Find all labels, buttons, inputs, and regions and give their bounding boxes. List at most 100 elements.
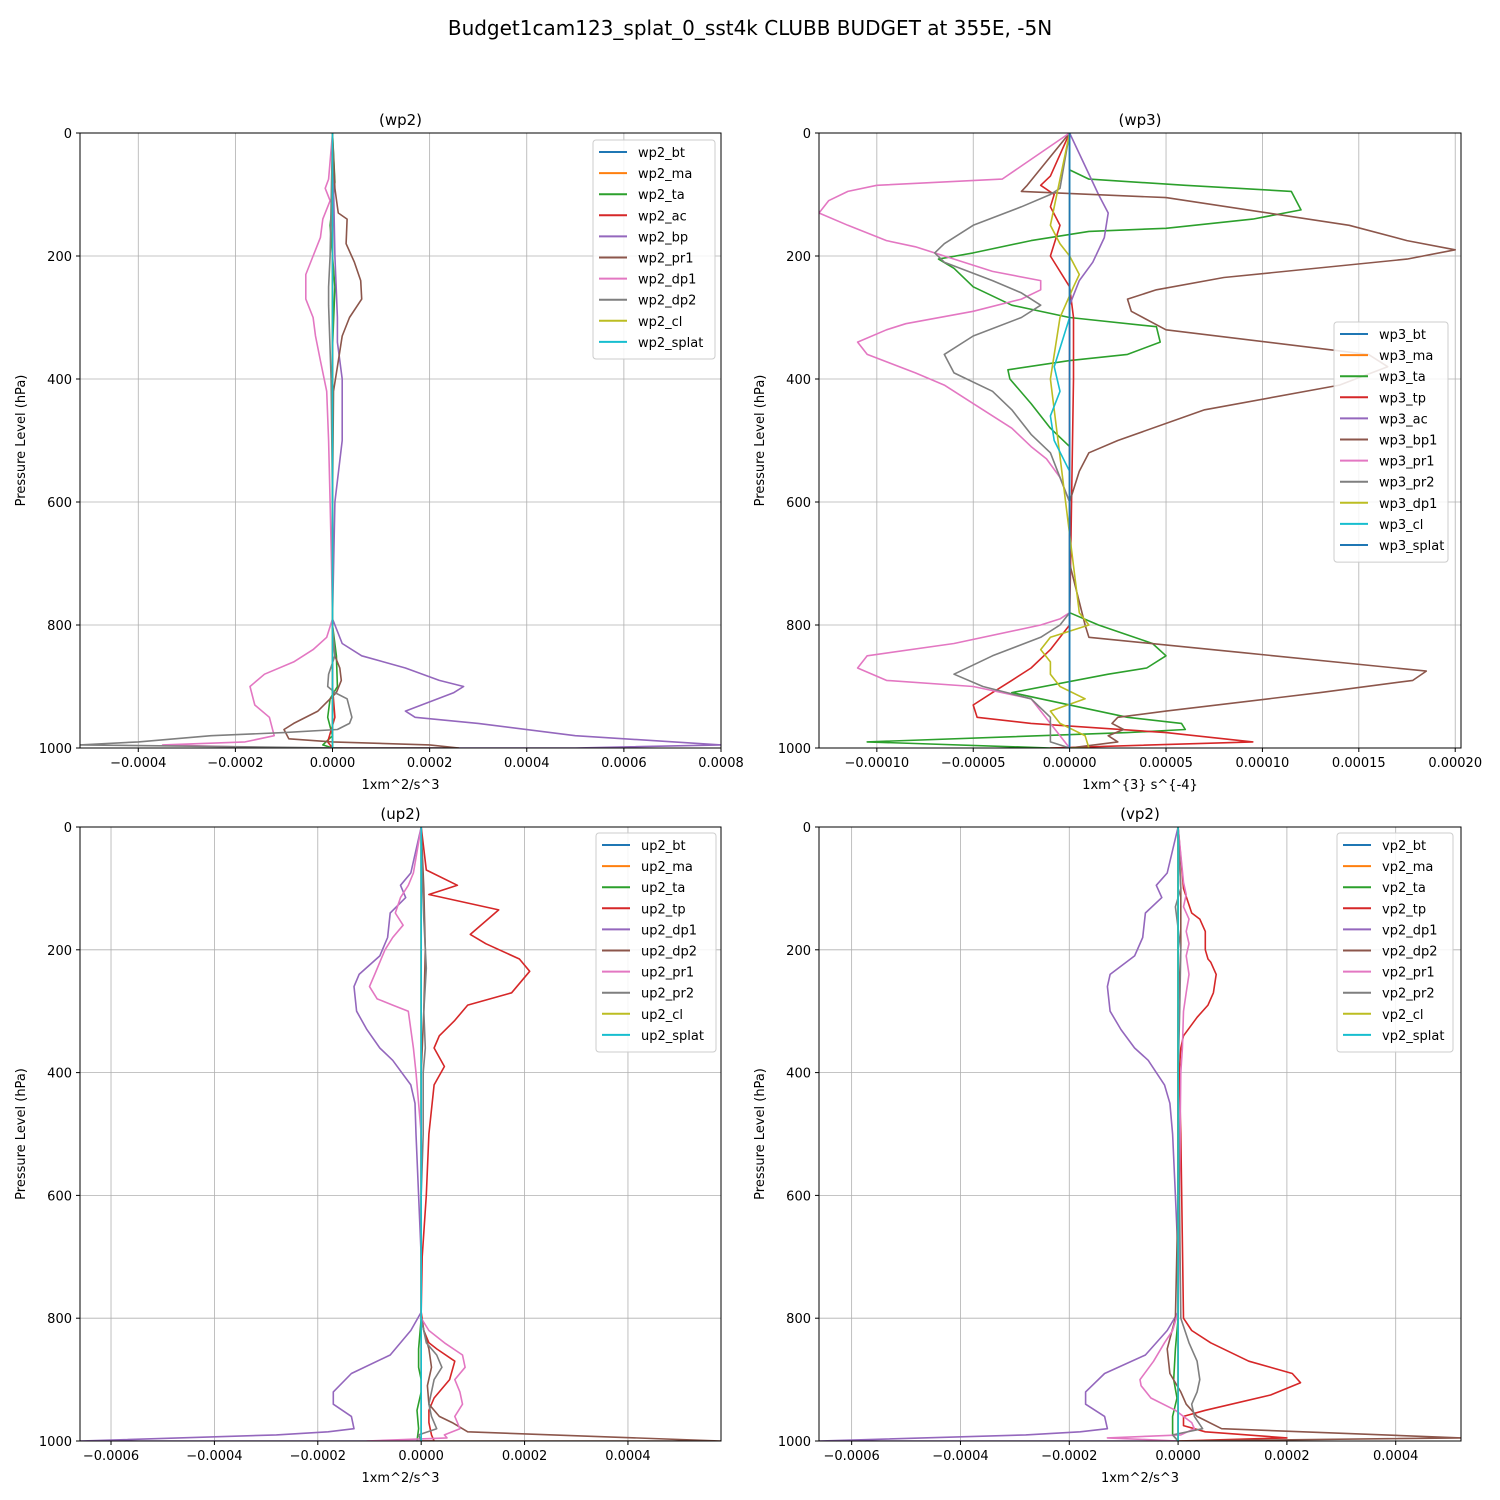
plot-frame bbox=[818, 132, 1462, 749]
legend-label: wp2_ma bbox=[638, 167, 692, 182]
legend-label: wp3_splat bbox=[1379, 539, 1444, 554]
series-line-up2_pr1 bbox=[366, 827, 466, 1441]
x-tick-label: −0.0004 bbox=[186, 1449, 242, 1464]
legend-label: wp3_ac bbox=[1379, 412, 1428, 427]
x-axis-label: 1xm^{3} s^{-4} bbox=[1082, 778, 1198, 793]
x-tick-label: −0.0002 bbox=[207, 756, 263, 771]
legend-label: vp2_tp bbox=[1382, 902, 1426, 917]
legend-label: vp2_ma bbox=[1382, 860, 1433, 875]
x-axis-label: 1xm^2/s^3 bbox=[361, 778, 439, 793]
y-tick-label: 800 bbox=[786, 1312, 811, 1327]
legend-label: wp2_ac bbox=[638, 209, 687, 224]
x-tick-label: 0.0000 bbox=[398, 1449, 444, 1464]
series-line-wp2_pr1 bbox=[283, 133, 460, 748]
x-tick-label: 0.00020 bbox=[1428, 756, 1482, 771]
y-tick-label: 0 bbox=[803, 127, 811, 142]
series-line-wp2_dp1 bbox=[161, 133, 334, 748]
chart-panel-wp2: −0.0004 −0.0002 0.0000 0.0002 0.0004 0.0006 0.… bbox=[14, 111, 744, 793]
legend-label: wp3_cl bbox=[1379, 518, 1423, 533]
legend-label: wp2_dp2 bbox=[638, 294, 696, 309]
legend-label: wp2_ta bbox=[638, 188, 685, 203]
y-tick-label: 1000 bbox=[39, 742, 72, 757]
series-line-vp2_tp bbox=[1177, 827, 1302, 1441]
legend-label: wp3_tp bbox=[1379, 391, 1426, 406]
x-tick-label: 0.0004 bbox=[605, 1449, 651, 1464]
x-tick-label: −0.0002 bbox=[1041, 1449, 1097, 1464]
series-line-wp2_dp2 bbox=[80, 133, 353, 748]
legend-label: wp3_pr1 bbox=[1379, 455, 1435, 470]
legend-label: wp3_ta bbox=[1379, 370, 1426, 385]
y-tick-label: 400 bbox=[47, 373, 72, 388]
series-line-up2_tp bbox=[420, 827, 531, 1441]
x-tick-label: 0.0006 bbox=[601, 756, 647, 771]
x-tick-label: −0.0004 bbox=[932, 1449, 988, 1464]
legend-label: wp2_dp1 bbox=[638, 273, 696, 288]
plot-frame bbox=[79, 826, 722, 1442]
y-tick-label: 800 bbox=[786, 619, 811, 634]
legend-label: wp2_splat bbox=[638, 336, 703, 351]
x-tick-label: 0.0002 bbox=[407, 756, 453, 771]
x-tick-label: 0.00000 bbox=[1043, 756, 1097, 771]
legend: vp2_bt vp2_ma vp2_ta vp2_tp vp2_dp1 vp2_dp2vp… bbox=[1336, 832, 1454, 1053]
legend-label: up2_ma bbox=[641, 860, 693, 875]
legend-label: vp2_dp2 bbox=[1382, 945, 1438, 960]
legend-label: up2_ta bbox=[641, 881, 685, 896]
chart-title: (up2) bbox=[380, 805, 420, 823]
x-axis-label: 1xm^2/s^3 bbox=[361, 1471, 439, 1486]
legend-label: wp3_bt bbox=[1379, 328, 1426, 343]
y-tick-label: 0 bbox=[803, 821, 811, 836]
y-tick-label: 800 bbox=[47, 619, 72, 634]
legend-label: vp2_bt bbox=[1382, 839, 1426, 854]
legend-label: up2_pr1 bbox=[641, 966, 694, 981]
x-tick-label: 0.00015 bbox=[1332, 756, 1386, 771]
y-tick-label: 600 bbox=[47, 496, 72, 511]
legend-label: vp2_pr1 bbox=[1382, 966, 1435, 981]
y-tick-label: 1000 bbox=[778, 742, 811, 757]
y-tick-label: 200 bbox=[47, 944, 72, 959]
chart-panel-wp3: −0.00010 −0.00005 0.00000 0.00005 0.00010 0.0… bbox=[753, 111, 1482, 793]
legend-label: vp2_pr2 bbox=[1382, 987, 1435, 1002]
y-tick-label: 800 bbox=[47, 1312, 72, 1327]
legend-label: up2_bt bbox=[641, 839, 686, 854]
series-group bbox=[80, 827, 721, 1441]
series-line-wp3_ta bbox=[866, 133, 1302, 748]
x-tick-label: −0.00010 bbox=[845, 756, 910, 771]
y-tick-label: 1000 bbox=[39, 1435, 72, 1450]
x-axis-label: 1xm^2/s^3 bbox=[1101, 1471, 1179, 1486]
legend-label: wp2_cl bbox=[638, 315, 682, 330]
y-tick-label: 200 bbox=[47, 250, 72, 265]
chart-panel-up2: −0.0006 −0.0004 −0.0002 0.0000 0.0002 0.0004 0… bbox=[14, 805, 722, 1486]
x-tick-label: −0.0004 bbox=[110, 756, 166, 771]
y-axis-label: Pressure Level (hPa) bbox=[753, 375, 768, 507]
series-line-wp3_ac bbox=[1068, 133, 1110, 748]
x-tick-label: 0.00005 bbox=[1139, 756, 1193, 771]
plot-frame bbox=[79, 132, 722, 749]
series-group bbox=[80, 133, 721, 748]
series-line-wp3_cl bbox=[1049, 133, 1071, 748]
y-tick-label: 200 bbox=[786, 250, 811, 265]
y-tick-label: 600 bbox=[47, 1189, 72, 1204]
legend-label: vp2_splat bbox=[1382, 1029, 1444, 1044]
chart-title: (wp2) bbox=[379, 111, 422, 129]
y-tick-label: 200 bbox=[786, 944, 811, 959]
x-tick-label: −0.0006 bbox=[83, 1449, 139, 1464]
series-line-vp2_pr2 bbox=[1171, 827, 1204, 1441]
legend-label: up2_pr2 bbox=[641, 987, 694, 1002]
y-tick-label: 1000 bbox=[778, 1435, 811, 1450]
x-tick-label: 0.0004 bbox=[1373, 1449, 1419, 1464]
legend-label: wp2_bp bbox=[638, 230, 688, 245]
series-line-wp3_pr2 bbox=[933, 133, 1071, 748]
legend-label: up2_splat bbox=[641, 1029, 704, 1044]
x-tick-label: 0.0000 bbox=[310, 756, 356, 771]
y-tick-label: 600 bbox=[786, 1189, 811, 1204]
y-axis-label: Pressure Level (hPa) bbox=[753, 1068, 768, 1200]
chart-title: (vp2) bbox=[1120, 805, 1160, 823]
y-tick-label: 0 bbox=[64, 821, 72, 836]
legend: up2_bt up2_ma up2_ta up2_tp up2_dp1 up2_dp2up… bbox=[595, 832, 717, 1053]
y-tick-label: 600 bbox=[786, 496, 811, 511]
y-tick-label: 400 bbox=[47, 1067, 72, 1082]
x-tick-label: 0.0002 bbox=[502, 1449, 548, 1464]
y-tick-label: 400 bbox=[786, 1067, 811, 1082]
legend-label: wp2_bt bbox=[638, 146, 685, 161]
plot-frame bbox=[818, 826, 1462, 1442]
